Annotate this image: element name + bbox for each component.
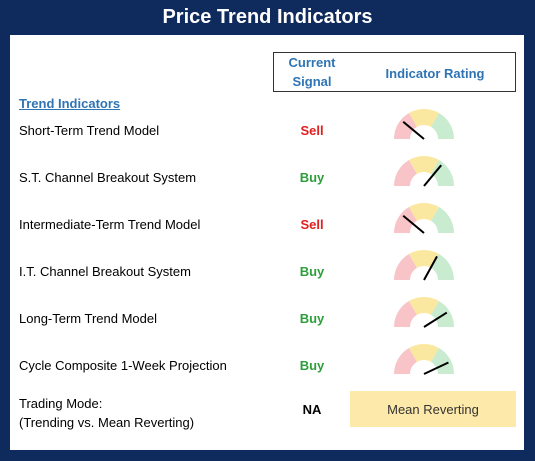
gauge-bearish-segment xyxy=(394,301,417,327)
trading-mode-value: Mean Reverting xyxy=(350,391,516,427)
gauge-bullish-segment xyxy=(431,254,454,280)
gauge-needle xyxy=(423,361,449,375)
gauge-bullish-segment xyxy=(431,301,454,327)
gauge-bullish-segment xyxy=(431,207,454,233)
gauge-neutral-segment xyxy=(409,297,439,315)
gauge-neutral-segment xyxy=(409,203,439,221)
gauge-neutral-segment xyxy=(409,344,439,362)
panel-title: Price Trend Indicators xyxy=(162,6,373,28)
signal-value: Buy xyxy=(299,170,325,185)
indicator-panel: Current Signal Indicator Rating Trend In… xyxy=(10,35,524,450)
signal-value: Sell xyxy=(300,123,324,138)
rating-gauge xyxy=(394,156,454,187)
current-signal-header-text: Current Signal xyxy=(288,55,336,89)
gauge-needle xyxy=(402,215,425,234)
rating-gauge xyxy=(394,250,454,281)
header-box xyxy=(273,52,516,92)
gauge-bullish-segment xyxy=(431,113,454,139)
trading-mode-label: Trading Mode: (Trending vs. Mean Reverti… xyxy=(19,394,194,432)
trading-mode-label-line2: (Trending vs. Mean Reverting) xyxy=(19,415,195,430)
trading-mode-label-line1: Trading Mode: xyxy=(19,396,103,411)
gauge-bearish-segment xyxy=(394,207,417,233)
rating-gauge xyxy=(394,109,454,140)
gauge-bearish-segment xyxy=(394,160,417,186)
gauge-bearish-segment xyxy=(394,348,417,374)
signal-value: Buy xyxy=(299,264,325,279)
gauge-bearish-segment xyxy=(394,254,417,280)
gauge-neutral-segment xyxy=(409,109,439,127)
indicator-label: Intermediate-Term Trend Model xyxy=(19,217,201,232)
gauge-bearish-segment xyxy=(394,113,417,139)
indicator-label: Cycle Composite 1-Week Projection xyxy=(19,358,227,373)
indicator-label: Short-Term Trend Model xyxy=(19,123,160,138)
gauge-neutral-segment xyxy=(409,250,439,268)
indicator-rating-header: Indicator Rating xyxy=(385,66,485,81)
gauge-needle xyxy=(423,164,442,187)
indicator-label: Long-Term Trend Model xyxy=(19,311,158,326)
section-heading: Trend Indicators xyxy=(19,96,121,111)
gauge-bullish-segment xyxy=(431,160,454,186)
signal-value: Buy xyxy=(299,358,325,373)
gauge-needle xyxy=(423,311,448,328)
gauge-neutral-segment xyxy=(409,156,439,174)
current-signal-header: Current Signal xyxy=(273,53,351,91)
signal-value: Buy xyxy=(299,311,325,326)
rating-gauge xyxy=(394,344,454,375)
gauge-needle xyxy=(402,121,425,140)
rating-gauge xyxy=(394,297,454,328)
trading-mode-signal: NA xyxy=(302,402,322,417)
indicator-label: I.T. Channel Breakout System xyxy=(19,264,191,279)
signal-value: Sell xyxy=(300,217,324,232)
indicator-label: S.T. Channel Breakout System xyxy=(19,170,197,185)
rating-gauge xyxy=(394,203,454,234)
gauge-needle xyxy=(423,255,438,281)
